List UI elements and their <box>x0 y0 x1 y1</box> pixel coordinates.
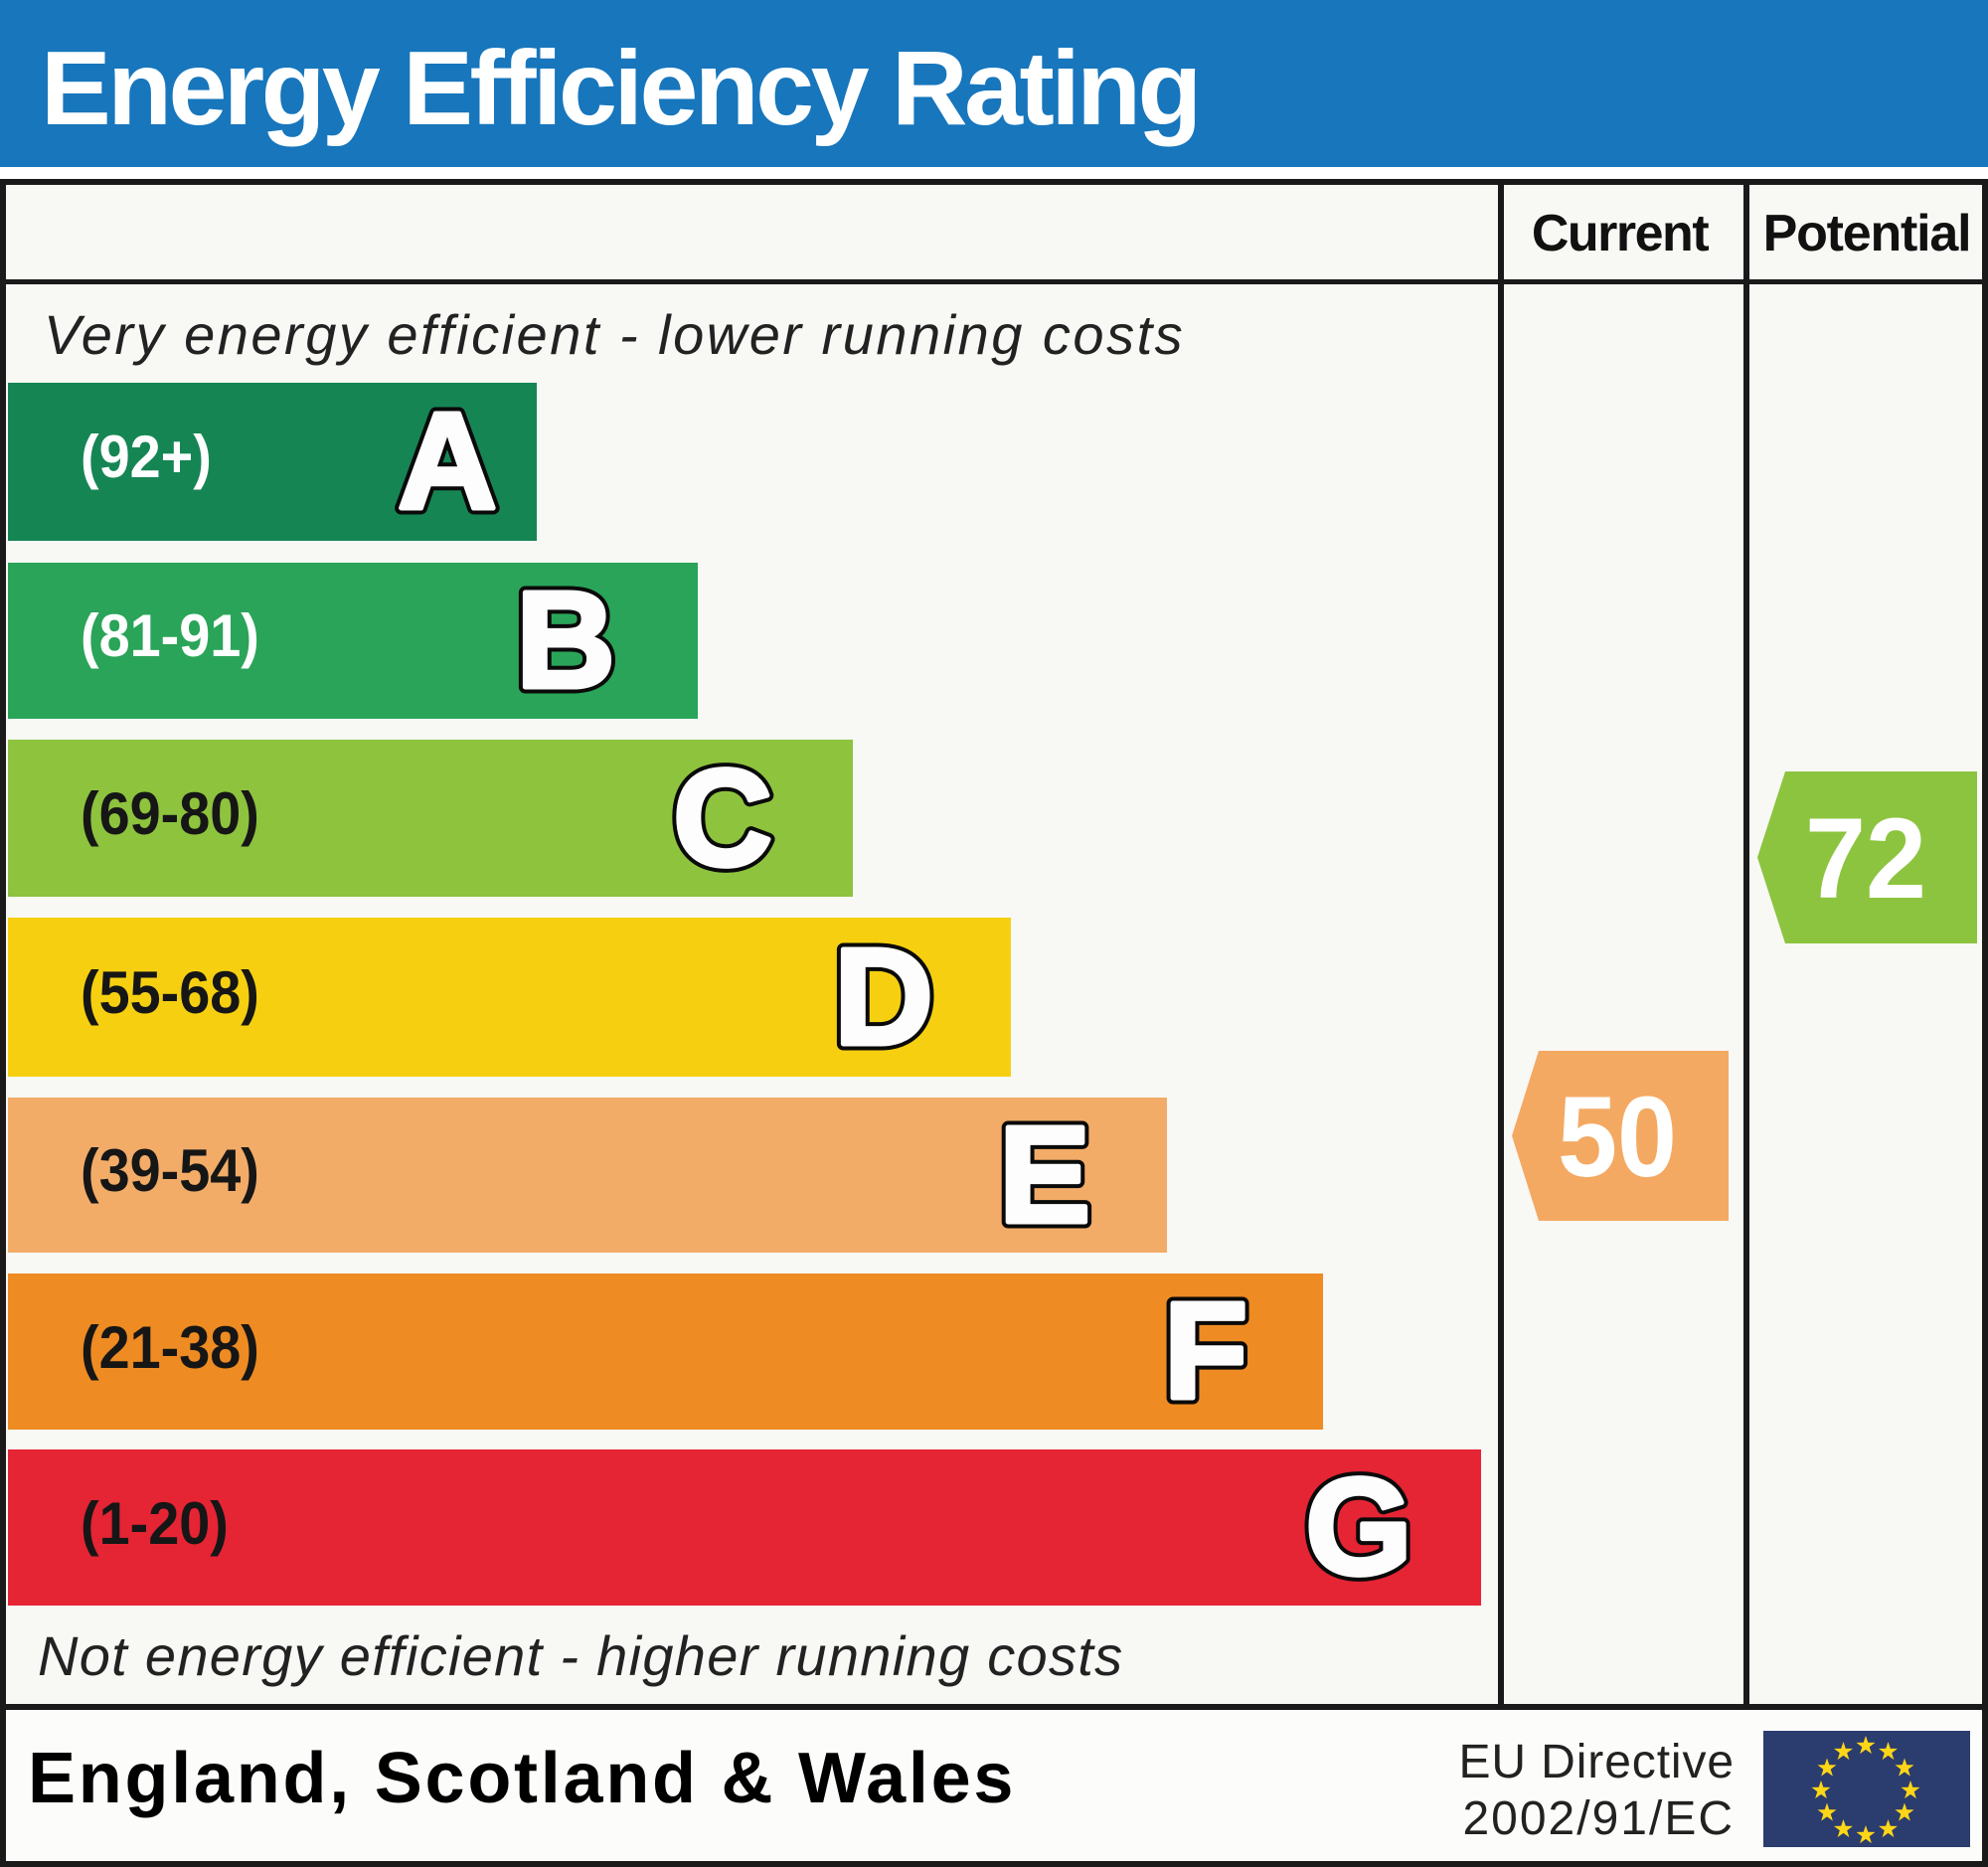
svg-text:B: B <box>516 564 615 717</box>
svg-text:C: C <box>673 742 772 895</box>
svg-text:E: E <box>999 1099 1090 1252</box>
svg-text:D: D <box>834 921 933 1074</box>
svg-text:G: G <box>1305 1450 1411 1604</box>
svg-text:B: B <box>516 564 615 717</box>
svg-text:50: 50 <box>1558 1074 1677 1201</box>
svg-text:72: 72 <box>1805 795 1926 923</box>
svg-text:F: F <box>1164 1274 1247 1428</box>
svg-text:F: F <box>1164 1274 1247 1428</box>
svg-text:A: A <box>398 385 497 538</box>
svg-text:A: A <box>398 385 497 538</box>
svg-text:D: D <box>834 921 933 1074</box>
svg-text:E: E <box>999 1099 1090 1252</box>
svg-text:G: G <box>1305 1450 1411 1604</box>
svg-text:C: C <box>673 742 772 895</box>
